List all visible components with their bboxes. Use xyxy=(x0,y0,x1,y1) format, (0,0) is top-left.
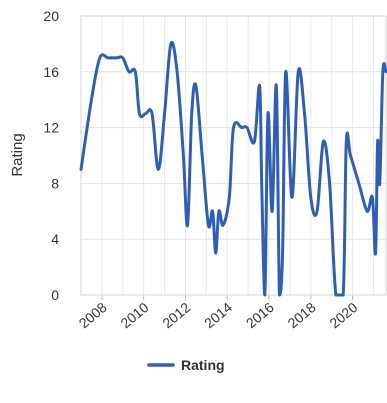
x-tick-label: 2010 xyxy=(117,299,151,331)
x-tick-label: 2012 xyxy=(159,299,193,331)
y-tick-label: 4 xyxy=(51,231,59,247)
y-tick-label: 8 xyxy=(51,175,59,191)
legend[interactable]: Rating xyxy=(147,357,225,373)
x-tick-label: 2016 xyxy=(243,299,277,331)
y-tick-label: 12 xyxy=(43,120,59,136)
series-line-rating[interactable] xyxy=(79,40,387,297)
y-tick-label: 0 xyxy=(51,287,59,303)
y-tick-label: 20 xyxy=(43,8,59,24)
y-axis-title: Rating xyxy=(9,133,26,176)
series-layer xyxy=(79,40,387,297)
grid xyxy=(80,15,386,296)
x-tick-label: 2018 xyxy=(285,299,319,331)
axes xyxy=(80,15,387,300)
x-tick-label: 2014 xyxy=(201,299,235,331)
x-tick-label: 2020 xyxy=(326,299,360,331)
legend-label-rating: Rating xyxy=(181,357,225,373)
x-tick-label: 2008 xyxy=(76,299,110,331)
plot-frame xyxy=(80,15,387,296)
y-tick-label: 16 xyxy=(43,64,59,80)
